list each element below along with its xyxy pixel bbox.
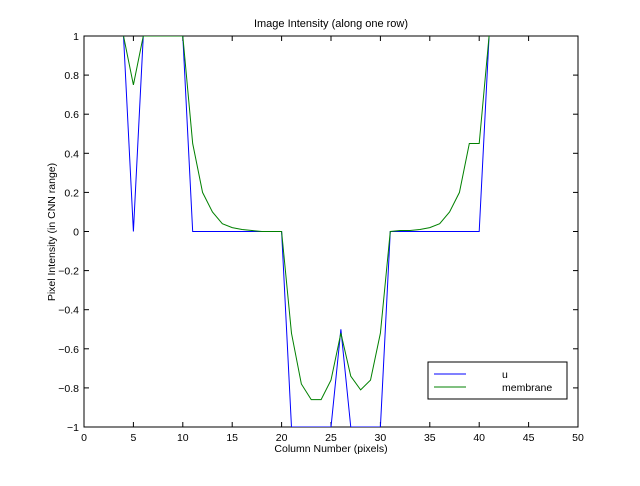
- y-tick-label: −0.8: [58, 383, 79, 395]
- x-tick-label: 35: [424, 432, 436, 444]
- y-tick-label: 0.8: [64, 70, 79, 82]
- x-axis: 0 5 10 15 20 25 30 35 40 45 50: [81, 36, 584, 444]
- y-tick-label: 0.2: [64, 187, 79, 199]
- legend-box: [427, 361, 568, 400]
- y-tick-label: −0.6: [58, 344, 79, 356]
- series-line-u: [123, 36, 490, 427]
- x-tick-label: 40: [473, 432, 485, 444]
- x-tick-label: 30: [375, 432, 387, 444]
- x-tick-label: 50: [572, 432, 584, 444]
- y-tick-label: 0.6: [64, 109, 79, 121]
- x-tick-label: 20: [276, 432, 288, 444]
- x-tick-label: 25: [325, 432, 337, 444]
- x-tick-label: 0: [81, 432, 87, 444]
- y-tick-label: 0.4: [64, 148, 79, 160]
- y-axis-label: Pixel Intensity (in CNN range): [46, 163, 58, 301]
- x-tick-label: 15: [226, 432, 238, 444]
- x-axis-label: Column Number (pixels): [274, 443, 387, 455]
- legend: u membrane: [427, 361, 568, 400]
- legend-label-membrane: membrane: [502, 382, 552, 394]
- y-tick-label: −0.2: [58, 266, 79, 278]
- y-tick-label: −1: [67, 422, 79, 434]
- y-tick-label: −0.4: [58, 305, 79, 317]
- y-tick-label: 0: [73, 227, 79, 239]
- y-tick-label: 1: [73, 31, 79, 43]
- y-axis: 1 0.8 0.6 0.4 0.2 0 −0.2 −0.4 −0.6 −0.8 −1: [58, 31, 578, 434]
- chart-title: Image Intensity (along one row): [254, 18, 408, 30]
- series-lines: [123, 36, 490, 427]
- series-line-membrane: [123, 36, 490, 401]
- legend-label-u: u: [502, 369, 508, 381]
- x-tick-label: 5: [130, 432, 136, 444]
- x-tick-label: 45: [523, 432, 535, 444]
- x-tick-label: 10: [177, 432, 189, 444]
